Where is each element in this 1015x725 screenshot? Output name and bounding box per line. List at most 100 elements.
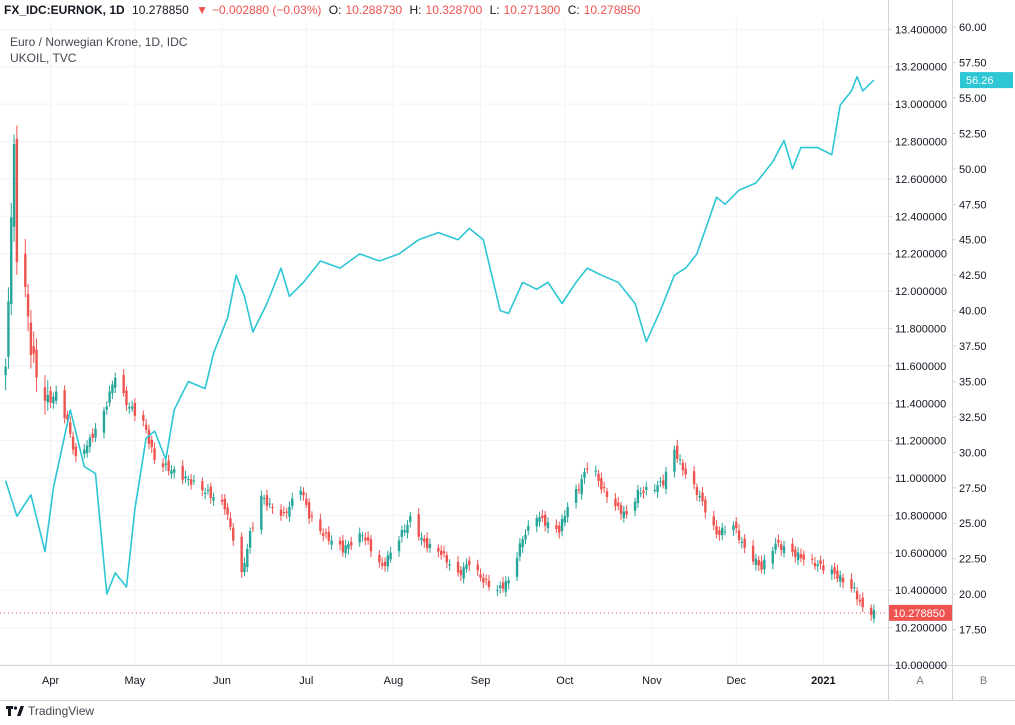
candle-body <box>271 506 274 509</box>
candle-body <box>265 495 269 507</box>
right-axis-tick-label: 50.00 <box>959 164 987 176</box>
candle-body <box>49 391 52 403</box>
candle-body <box>144 424 148 430</box>
candle-body <box>26 294 30 317</box>
candle-body <box>361 535 364 537</box>
candle-body <box>594 470 597 472</box>
candle-body <box>324 532 328 534</box>
candle-body <box>378 555 381 563</box>
candle-body <box>853 587 856 589</box>
candle-body <box>423 538 426 542</box>
candle-body <box>383 561 387 567</box>
candle-body <box>85 445 89 454</box>
candle-body <box>479 574 482 579</box>
candle-body <box>91 433 94 438</box>
oil-last-tag-label: 56.26 <box>966 75 994 87</box>
candle-body <box>462 567 465 579</box>
candle-body <box>417 514 420 537</box>
candle-body <box>664 471 668 489</box>
left-axis-tick-label: 12.200000 <box>895 249 947 261</box>
candle-body <box>715 526 718 535</box>
candle-body <box>341 540 345 553</box>
candle-body <box>161 463 165 468</box>
candle-body <box>496 590 499 592</box>
candle-body <box>625 510 628 515</box>
candle-body <box>406 524 409 534</box>
last-price-tag-label: 10.278850 <box>893 608 945 620</box>
candle-body <box>400 529 404 537</box>
candle-body <box>321 533 325 537</box>
candle-body <box>484 578 488 580</box>
candle-body <box>403 530 406 533</box>
candle-body <box>66 414 69 420</box>
candle-body <box>836 570 839 579</box>
candle-body <box>482 577 485 583</box>
x-axis-tick-label: Sep <box>471 675 491 687</box>
open-value: 10.288730 <box>345 3 403 17</box>
candle-body <box>802 554 805 560</box>
left-axis-tick-label: 11.200000 <box>895 436 946 448</box>
candle-body <box>279 509 283 516</box>
candle-body <box>338 540 342 545</box>
candle-body <box>55 391 58 401</box>
candle-body <box>721 527 724 536</box>
main-series-title[interactable]: Euro / Norwegian Krone, 1D, IDC <box>10 35 188 49</box>
right-axis-tick-label: 47.50 <box>959 199 987 211</box>
last-price: 10.278850 <box>132 3 189 17</box>
left-axis-tick-label: 13.200000 <box>895 62 947 74</box>
candle-body <box>678 459 682 461</box>
candle-body <box>732 525 735 531</box>
candle-body <box>799 554 803 559</box>
candle-body <box>364 537 367 541</box>
x-axis-tick-label: Jul <box>299 675 313 687</box>
candle-body <box>43 387 47 401</box>
candle-body <box>288 506 291 517</box>
candle-body <box>128 407 131 409</box>
candle-body <box>232 527 235 541</box>
candle-body <box>740 541 744 543</box>
x-axis-tick-label: Dec <box>726 675 746 687</box>
right-axis-tick-label: 55.00 <box>959 93 987 105</box>
candle-body <box>661 480 665 486</box>
candle-body <box>173 469 176 473</box>
candle-body <box>796 552 800 561</box>
candle-body <box>546 522 550 529</box>
candle-body <box>437 547 440 552</box>
right-axis-tick-label: 37.50 <box>959 341 987 353</box>
candle-body <box>619 505 623 514</box>
candle-body <box>386 555 389 567</box>
candle-body <box>52 396 55 404</box>
candle-body <box>541 515 544 519</box>
candle-body <box>692 471 696 485</box>
candle-body <box>614 498 617 507</box>
brand-name: TradingView <box>28 704 95 718</box>
candle-body <box>819 560 822 565</box>
candle-body <box>240 536 243 573</box>
candle-body <box>600 478 603 490</box>
tradingview-brand[interactable]: TradingView <box>6 704 94 718</box>
close-label: C: <box>567 3 580 17</box>
candle-body <box>428 543 432 549</box>
candle-body <box>869 607 873 615</box>
left-axis-tick-label: 12.400000 <box>895 211 947 223</box>
candle-body <box>347 544 350 549</box>
candle-body <box>102 410 106 433</box>
candle-body <box>695 487 699 495</box>
candle-body <box>63 390 66 419</box>
right-axis-tick-label: 40.00 <box>959 306 987 318</box>
candle-body <box>260 495 263 530</box>
candle-body <box>88 437 92 447</box>
candle-body <box>737 530 741 541</box>
compare-series-title[interactable]: UKOIL, TVC <box>10 51 77 65</box>
left-axis-tick-label: 13.000000 <box>895 99 947 111</box>
x-axis-tick-label: Apr <box>42 675 59 687</box>
symbol-label[interactable]: FX_IDC:EURNOK, 1D <box>4 3 125 17</box>
candle-body <box>794 549 797 558</box>
right-scale-button[interactable]: B <box>980 675 987 687</box>
candle-body <box>465 564 468 569</box>
candle-body <box>684 468 687 475</box>
candle-body <box>71 436 75 450</box>
oil-last-tag <box>960 72 1013 89</box>
left-scale-button[interactable]: A <box>916 675 924 687</box>
